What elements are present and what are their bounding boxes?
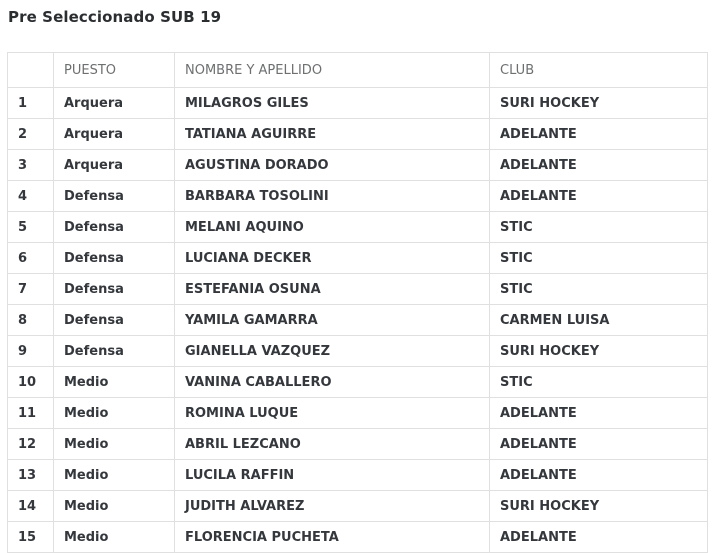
table-body: 1 Arquera MILAGROS GILES SURI HOCKEY 2 A…: [7, 87, 708, 553]
table-header: PUESTO NOMBRE Y APELLIDO CLUB: [7, 52, 708, 88]
table-row: 7 Defensa ESTEFANIA OSUNA STIC: [7, 273, 708, 305]
cell-nombre: LUCIANA DECKER: [174, 242, 490, 274]
cell-puesto: Defensa: [53, 180, 175, 212]
cell-puesto: Medio: [53, 490, 175, 522]
roster-table: PUESTO NOMBRE Y APELLIDO CLUB 1 Arquera …: [7, 52, 708, 553]
cell-club: STIC: [489, 273, 708, 305]
cell-club: SURI HOCKEY: [489, 335, 708, 367]
cell-club: SURI HOCKEY: [489, 87, 708, 119]
cell-club: CARMEN LUISA: [489, 304, 708, 336]
cell-number: 5: [7, 211, 54, 243]
cell-puesto: Medio: [53, 397, 175, 429]
cell-nombre: JUDITH ALVAREZ: [174, 490, 490, 522]
table-row: 8 Defensa YAMILA GAMARRA CARMEN LUISA: [7, 304, 708, 336]
table-row: 15 Medio FLORENCIA PUCHETA ADELANTE: [7, 521, 708, 553]
cell-nombre: AGUSTINA DORADO: [174, 149, 490, 181]
cell-nombre: ABRIL LEZCANO: [174, 428, 490, 460]
cell-number: 2: [7, 118, 54, 150]
cell-puesto: Defensa: [53, 304, 175, 336]
page-title: Pre Seleccionado SUB 19: [8, 8, 222, 26]
table-row: 13 Medio LUCILA RAFFIN ADELANTE: [7, 459, 708, 491]
cell-nombre: MELANI AQUINO: [174, 211, 490, 243]
cell-nombre: FLORENCIA PUCHETA: [174, 521, 490, 553]
cell-nombre: ROMINA LUQUE: [174, 397, 490, 429]
column-header-puesto: PUESTO: [53, 52, 175, 88]
cell-nombre: VANINA CABALLERO: [174, 366, 490, 398]
cell-number: 13: [7, 459, 54, 491]
cell-puesto: Arquera: [53, 118, 175, 150]
cell-nombre: YAMILA GAMARRA: [174, 304, 490, 336]
cell-nombre: TATIANA AGUIRRE: [174, 118, 490, 150]
cell-number: 9: [7, 335, 54, 367]
cell-number: 6: [7, 242, 54, 274]
cell-club: STIC: [489, 211, 708, 243]
cell-puesto: Medio: [53, 366, 175, 398]
cell-puesto: Arquera: [53, 87, 175, 119]
cell-nombre: BARBARA TOSOLINI: [174, 180, 490, 212]
cell-nombre: ESTEFANIA OSUNA: [174, 273, 490, 305]
table-row: 6 Defensa LUCIANA DECKER STIC: [7, 242, 708, 274]
cell-puesto: Arquera: [53, 149, 175, 181]
table-row: 4 Defensa BARBARA TOSOLINI ADELANTE: [7, 180, 708, 212]
cell-number: 10: [7, 366, 54, 398]
cell-puesto: Defensa: [53, 335, 175, 367]
cell-puesto: Medio: [53, 428, 175, 460]
table-row: 2 Arquera TATIANA AGUIRRE ADELANTE: [7, 118, 708, 150]
cell-puesto: Defensa: [53, 211, 175, 243]
cell-club: STIC: [489, 366, 708, 398]
cell-nombre: GIANELLA VAZQUEZ: [174, 335, 490, 367]
cell-number: 12: [7, 428, 54, 460]
cell-number: 15: [7, 521, 54, 553]
table-row: 1 Arquera MILAGROS GILES SURI HOCKEY: [7, 87, 708, 119]
cell-number: 11: [7, 397, 54, 429]
cell-number: 8: [7, 304, 54, 336]
cell-nombre: LUCILA RAFFIN: [174, 459, 490, 491]
table-row: 12 Medio ABRIL LEZCANO ADELANTE: [7, 428, 708, 460]
cell-club: ADELANTE: [489, 428, 708, 460]
table-row: 5 Defensa MELANI AQUINO STIC: [7, 211, 708, 243]
cell-club: ADELANTE: [489, 459, 708, 491]
cell-club: ADELANTE: [489, 180, 708, 212]
cell-club: SURI HOCKEY: [489, 490, 708, 522]
cell-club: ADELANTE: [489, 397, 708, 429]
table-row: 3 Arquera AGUSTINA DORADO ADELANTE: [7, 149, 708, 181]
cell-number: 3: [7, 149, 54, 181]
cell-puesto: Defensa: [53, 242, 175, 274]
table-row: 11 Medio ROMINA LUQUE ADELANTE: [7, 397, 708, 429]
cell-puesto: Defensa: [53, 273, 175, 305]
column-header-number: [7, 52, 54, 88]
cell-club: ADELANTE: [489, 149, 708, 181]
table-header-row: PUESTO NOMBRE Y APELLIDO CLUB: [7, 52, 708, 88]
cell-puesto: Medio: [53, 521, 175, 553]
cell-club: ADELANTE: [489, 521, 708, 553]
column-header-club: CLUB: [489, 52, 708, 88]
cell-club: STIC: [489, 242, 708, 274]
cell-number: 4: [7, 180, 54, 212]
table-row: 9 Defensa GIANELLA VAZQUEZ SURI HOCKEY: [7, 335, 708, 367]
column-header-nombre: NOMBRE Y APELLIDO: [174, 52, 490, 88]
cell-number: 14: [7, 490, 54, 522]
table-row: 10 Medio VANINA CABALLERO STIC: [7, 366, 708, 398]
cell-puesto: Medio: [53, 459, 175, 491]
cell-number: 1: [7, 87, 54, 119]
cell-number: 7: [7, 273, 54, 305]
cell-club: ADELANTE: [489, 118, 708, 150]
cell-nombre: MILAGROS GILES: [174, 87, 490, 119]
table-row: 14 Medio JUDITH ALVAREZ SURI HOCKEY: [7, 490, 708, 522]
